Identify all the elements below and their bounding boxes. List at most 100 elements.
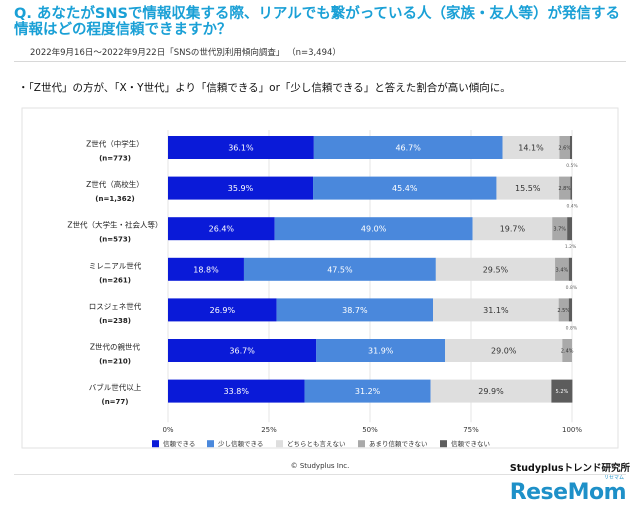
category-label: ミレニアル世代 — [89, 260, 142, 270]
legend-swatch — [440, 440, 447, 448]
bar-segment — [168, 298, 277, 322]
category-n-label: (n=1,362) — [95, 195, 134, 203]
category-n-label: (n=773) — [99, 155, 131, 163]
data-label: 1.2% — [565, 244, 577, 250]
copyright: © Studyplus Inc. — [290, 462, 350, 470]
data-label: 2.5% — [557, 308, 570, 314]
legend-swatch — [276, 440, 283, 448]
bar-segment — [567, 217, 572, 241]
x-tick-label: 0% — [162, 426, 173, 434]
legend-label: 信頼できない — [451, 439, 490, 448]
bar-segment — [502, 136, 560, 159]
data-label: 49.0% — [361, 225, 387, 234]
data-label: 2.8% — [558, 186, 571, 192]
data-label: 29.0% — [491, 347, 517, 356]
bar-segment — [445, 339, 563, 362]
category-label: バブル世代以上 — [89, 382, 142, 392]
bar-segment — [472, 217, 553, 241]
legend: 信頼できる 少し信頼できる どちらとも言えない あまり信頼できない 信頼できない — [152, 439, 490, 448]
brand-ruby: リセマム — [603, 475, 624, 481]
survey-meta: 2022年9月16日～2022年9月22日「SNSの世代別利用傾向調査」 （n=… — [30, 48, 341, 58]
data-label: 15.5% — [515, 184, 541, 193]
bar-segment — [570, 176, 572, 200]
bar-segment — [168, 217, 275, 241]
summary-bullet: ・「Z世代」の方が、「X・Y世代」より「信頼できる」or「少し信頼できる」と答え… — [18, 82, 511, 94]
data-label: 47.5% — [327, 265, 353, 274]
plot-frame-box — [21, 107, 619, 449]
data-label: 33.8% — [224, 387, 250, 396]
data-label: 2.4% — [561, 349, 574, 355]
bar-segment — [243, 257, 436, 281]
bar-segment — [559, 176, 571, 200]
legend-label: あまり信頼できない — [369, 439, 428, 448]
data-label: 2.6% — [558, 146, 571, 152]
footer-divider — [14, 474, 626, 475]
bar-segment — [304, 379, 431, 403]
bar-segment — [558, 298, 569, 322]
category-label: Z世代（高校生） — [86, 179, 144, 189]
bar-segment — [559, 136, 570, 159]
bar-segment — [568, 257, 572, 281]
data-label: 3.7% — [553, 227, 566, 233]
bar-layer: 36.1% 46.7% 14.1% 2.6% 0.5% 35.9% 45.4% 15.5% 2.… — [168, 136, 579, 403]
data-label: 38.7% — [342, 306, 368, 315]
data-label: 31.2% — [355, 387, 381, 396]
bar-segment — [551, 379, 573, 403]
x-axis-ticks: 0% 25% 50% 75% 100% — [162, 426, 582, 434]
bar-segment — [430, 379, 552, 403]
x-tick-label: 50% — [362, 426, 378, 434]
bar-segment — [552, 217, 568, 241]
bar-segment — [168, 339, 317, 362]
x-tick-label: 25% — [261, 426, 277, 434]
legend-swatch — [152, 440, 159, 448]
category-n-label: (n=77) — [102, 398, 129, 406]
data-label: 35.9% — [228, 184, 254, 193]
data-label: 0.5% — [566, 163, 578, 169]
category-labels: Z世代（中学生） (n=773) Z世代（高校生） (n=1,362) Z世代（大学生・… — [67, 139, 162, 407]
category-label: Z世代（大学生・社会人等） — [67, 220, 162, 230]
category-n-label: (n=210) — [99, 358, 131, 366]
legend-label: 信頼できる — [163, 439, 195, 448]
data-label: 0.8% — [566, 285, 578, 291]
legend-label: どちらとも言えない — [287, 439, 346, 448]
data-label: 18.8% — [193, 265, 219, 274]
x-tick-label: 75% — [463, 426, 479, 434]
source-credit: Studyplusトレンド研究所 — [509, 463, 630, 474]
category-label: Z世代（中学生） — [86, 139, 144, 149]
data-label: 31.9% — [368, 347, 394, 356]
data-label: 14.1% — [518, 144, 544, 153]
bar-segment — [168, 136, 314, 159]
bar-segment — [496, 176, 560, 200]
bar-segment — [168, 176, 314, 200]
data-label: 45.4% — [392, 184, 418, 193]
plot-frame — [21, 107, 619, 449]
legend-swatch — [358, 440, 365, 448]
category-n-label: (n=573) — [99, 236, 131, 244]
bar-segment — [568, 298, 572, 322]
bar-segment — [168, 257, 244, 281]
bar-segment — [433, 298, 559, 322]
bar-segment — [562, 339, 572, 362]
data-label: 19.7% — [500, 225, 526, 234]
data-label: 29.9% — [478, 387, 504, 396]
brand-logo: ReseMom — [509, 480, 627, 505]
bar-segment — [276, 298, 434, 322]
header-divider — [14, 61, 626, 62]
data-label: 46.7% — [395, 144, 421, 153]
data-label: 36.1% — [228, 144, 254, 153]
data-label: 0.4% — [566, 204, 578, 210]
bar-segment — [316, 339, 446, 362]
bar-segment — [274, 217, 473, 241]
bar-segment — [313, 176, 497, 200]
category-n-label: (n=261) — [99, 276, 131, 284]
bar-segment — [168, 379, 305, 403]
bar-segment — [435, 257, 556, 281]
bar-segment — [569, 136, 572, 159]
bar-segment — [555, 257, 569, 281]
data-label: 0.8% — [566, 325, 578, 331]
data-label: 31.1% — [483, 306, 509, 315]
data-label: 3.4% — [556, 267, 569, 273]
category-label: Z世代の親世代 — [90, 342, 141, 352]
data-label: 5.2% — [556, 389, 569, 395]
